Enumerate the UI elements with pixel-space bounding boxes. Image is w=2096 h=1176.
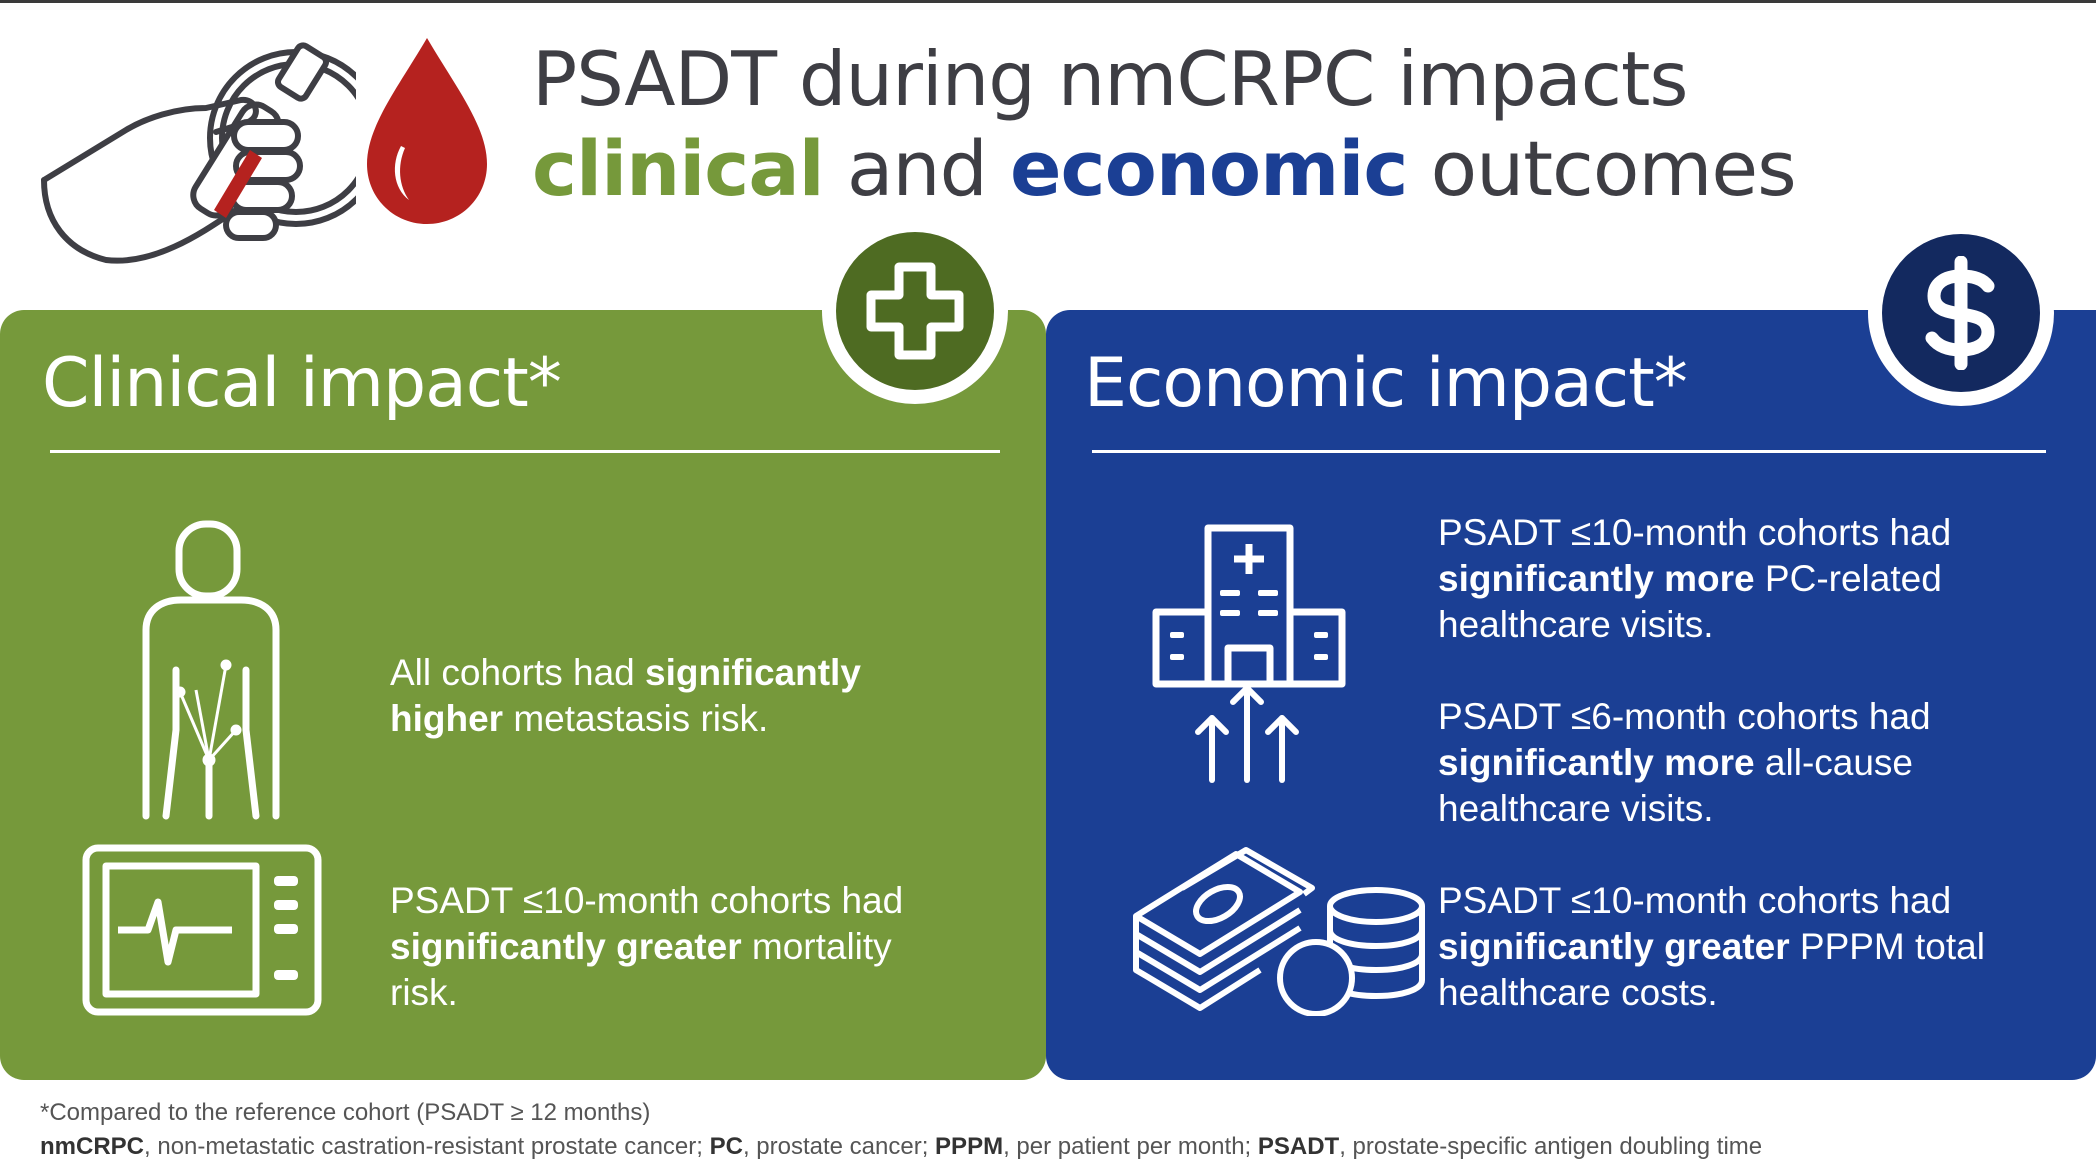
heart-monitor-icon [82, 844, 322, 1016]
clinical-badge [822, 218, 1008, 404]
clinical-heading: Clinical impact* [42, 344, 562, 423]
economic-item-3-tail: PPPM total healthcare costs. [1438, 926, 1996, 1013]
title-outcomes-word: outcomes [1407, 124, 1797, 213]
title-line-2: clinical and economic outcomes [532, 131, 1797, 207]
economic-item-1-emphasis: significantly more [1438, 558, 1755, 599]
page-title: PSADT during nmCRPC impacts clinical and… [532, 35, 1797, 207]
top-border [0, 0, 2096, 3]
economic-item-2-emphasis: significantly more [1438, 742, 1755, 783]
title-clinical-word: clinical [532, 124, 825, 213]
economic-heading: Economic impact* [1084, 344, 1688, 423]
economic-item-1: PSADT ≤10-month cohorts had significantl… [1438, 510, 2058, 648]
hospital-icon [1152, 524, 1346, 688]
economic-item-3-emphasis: significantly greater [1438, 926, 1790, 967]
clinical-item-2: PSADT ≤10-month cohorts had significantl… [390, 878, 910, 1016]
abbr-term-pc: PC [709, 1133, 743, 1160]
clinical-item-1-tail: metastasis risk. [503, 698, 769, 739]
clinical-item-1: All cohorts had significantly higher met… [390, 650, 950, 742]
title-economic-word: economic [1010, 124, 1408, 213]
medical-cross-icon [866, 262, 964, 360]
human-body-metastasis-icon [142, 520, 280, 820]
blood-drop-icon [367, 38, 487, 224]
clinical-item-1-emphasis: significantly higher [390, 652, 861, 739]
abbr-def-pppm: , per patient per month; [1003, 1133, 1258, 1160]
clinical-item-2-emphasis: significantly greater [390, 926, 742, 967]
economic-item-2-text: PSADT ≤6-month cohorts had [1438, 696, 1941, 737]
clinical-panel: Clinical impact* All cohorts had signifi… [0, 310, 1046, 1080]
abbr-term-nmcrpc: nmCRPC [40, 1133, 145, 1160]
economic-item-3-text: PSADT ≤10-month cohorts had [1438, 880, 1962, 921]
dollar-icon [1925, 256, 1995, 370]
up-arrows-icon [1195, 685, 1299, 783]
economic-divider [1092, 450, 2046, 453]
abbr-term-psadt: PSADT [1257, 1133, 1340, 1160]
economic-panel: Economic impact* PSADT ≤10-month cohorts… [1046, 310, 2096, 1080]
blood-tube-hand-icon [41, 42, 356, 264]
abbr-def-pc: , prostate cancer; [742, 1133, 936, 1160]
economic-item-1-text: PSADT ≤10-month cohorts had [1438, 512, 1962, 553]
footnote: *Compared to the reference cohort (PSADT… [40, 1099, 651, 1126]
clinical-divider [50, 450, 1000, 453]
abbr-def-nmcrpc: , non-metastatic castration-resistant pr… [144, 1133, 710, 1160]
abbreviations: nmCRPC, non-metastatic castration-resist… [40, 1133, 1762, 1161]
economic-item-1-tail: PC-related healthcare visits. [1438, 558, 1953, 645]
abbr-def-psadt: , prostate-specific antigen doubling tim… [1339, 1133, 1763, 1160]
money-coins-icon [1133, 847, 1425, 1016]
clinical-item-1-text: All cohorts had [390, 652, 646, 693]
abbr-term-pppm: PPPM [935, 1133, 1004, 1160]
economic-item-2-tail: all-cause healthcare visits. [1438, 742, 1924, 829]
title-line-1: PSADT during nmCRPC impacts [532, 35, 1688, 123]
clinical-item-2-tail: mortality risk. [390, 926, 902, 1013]
clinical-item-2-text: PSADT ≤10-month cohorts had [390, 880, 914, 921]
economic-badge [1868, 220, 2054, 406]
economic-item-2: PSADT ≤6-month cohorts had significantly… [1438, 694, 2058, 832]
title-and-word: and [823, 124, 1011, 213]
economic-item-3: PSADT ≤10-month cohorts had significantl… [1438, 878, 2058, 1016]
